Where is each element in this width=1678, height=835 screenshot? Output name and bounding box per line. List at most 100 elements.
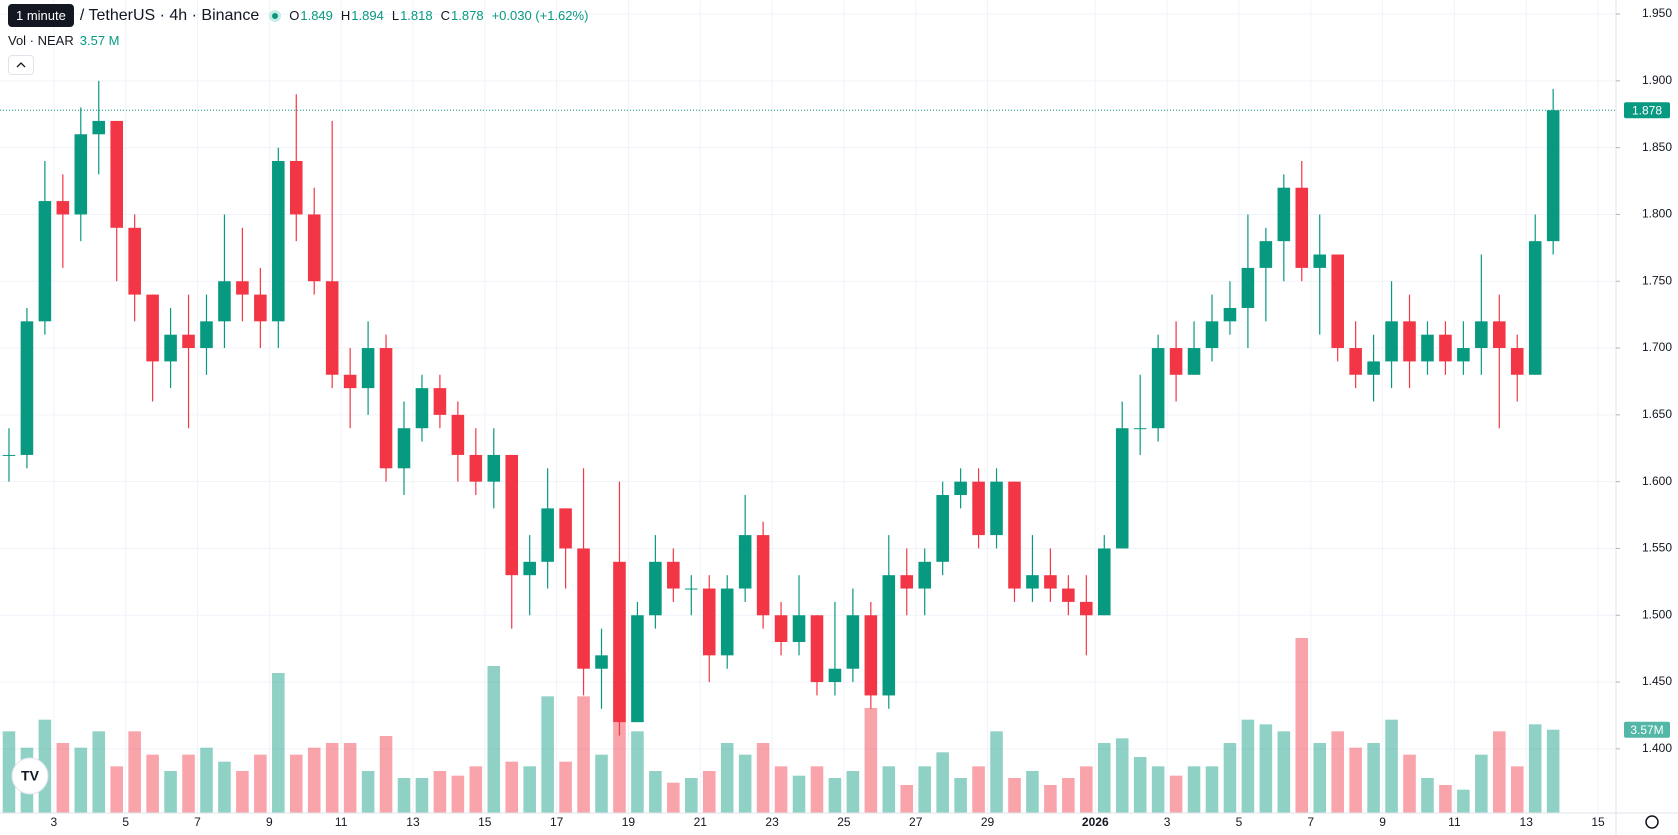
candle-body [1097, 548, 1111, 616]
candle-body [1277, 187, 1291, 242]
volume-bar [1475, 754, 1488, 813]
volume-label: 3.57M [1630, 723, 1663, 737]
x-tick-label: 25 [837, 815, 851, 829]
legend-value: 1.878 [451, 8, 484, 23]
candle-body [541, 508, 554, 562]
volume-bar [1133, 757, 1147, 813]
volume-bar [577, 696, 590, 813]
volume-bar [1528, 724, 1542, 813]
candle-body [397, 428, 411, 469]
y-tick-label: 1.550 [1642, 541, 1672, 555]
volume-bar [900, 785, 914, 813]
candle-body [1385, 321, 1398, 362]
candle-body [433, 388, 447, 415]
legend-change: +0.030 (+1.62%) [491, 8, 589, 23]
candle-body [864, 615, 878, 696]
volume-bar [667, 782, 680, 813]
y-tick-label: 1.850 [1642, 140, 1672, 154]
x-tick-label: 15 [1591, 815, 1605, 829]
x-tick-label: 15 [478, 815, 492, 829]
logo-badge[interactable] [11, 757, 49, 795]
legend-value: 1.849 [300, 8, 333, 23]
volume-bar [1008, 778, 1021, 813]
y-tick-label: 1.750 [1642, 273, 1672, 287]
candle-body [756, 535, 770, 616]
candle-body [613, 561, 626, 723]
volume-bar [218, 761, 231, 813]
candle-body [1313, 254, 1327, 268]
candle-body [1403, 321, 1416, 362]
candle-body [307, 214, 321, 282]
y-tick-label: 1.400 [1642, 741, 1672, 755]
candle-body [451, 414, 465, 455]
symbol-title[interactable]: / TetherUS · 4h · Binance [79, 6, 260, 24]
volume-bar [505, 761, 519, 813]
x-tick-label: 29 [981, 815, 995, 829]
candle-body [38, 201, 52, 322]
candle-body [1205, 321, 1219, 349]
candle-body [1223, 307, 1237, 322]
candle-body [846, 615, 860, 669]
volume-bar [972, 766, 985, 813]
volume-bar [1205, 766, 1219, 813]
y-tick-label: 1.650 [1642, 407, 1672, 421]
last-price-label: 1.878 [1632, 103, 1662, 117]
x-tick-label: 17 [550, 815, 564, 829]
volume-bar [1457, 789, 1470, 813]
candle-body [182, 334, 195, 349]
volume-bar [1026, 771, 1039, 813]
candle-body [2, 454, 16, 456]
legend-value: 1.894 [351, 8, 384, 23]
volume-bar [128, 731, 141, 813]
volume-bar [182, 754, 195, 813]
volume-bar [56, 743, 70, 813]
candle-body [828, 668, 842, 683]
candle-body [1044, 575, 1057, 589]
y-tick-label: 1.800 [1642, 207, 1672, 221]
volume-bar [864, 708, 878, 813]
volume-bar [289, 754, 303, 813]
candle-body [1169, 348, 1183, 375]
collapse-button[interactable] [8, 55, 34, 75]
candle-body [1295, 187, 1309, 268]
x-tick-label: 21 [694, 815, 708, 829]
candle-body [738, 535, 752, 589]
volume-bar [523, 766, 536, 813]
volume-bar [1493, 731, 1506, 813]
tooltip: 1 minute [8, 4, 74, 27]
y-tick-label: 1.700 [1642, 340, 1672, 354]
candle-body [254, 294, 267, 322]
volume-bar [1546, 729, 1560, 813]
candle-body [810, 615, 824, 683]
volume-bar [1385, 719, 1398, 813]
volume-bar [361, 771, 375, 813]
volume-bar [254, 754, 267, 813]
volume-bar [1115, 738, 1129, 813]
volume-bar [1044, 785, 1057, 813]
grid [0, 0, 1616, 813]
y-tick-label: 1.950 [1642, 6, 1672, 20]
candles [2, 80, 1560, 736]
volume-bar [595, 754, 608, 813]
volume-bar [828, 778, 842, 813]
candle-body [1026, 575, 1039, 589]
volume-bar [541, 696, 554, 813]
settings-icon[interactable] [1645, 815, 1659, 829]
volume-bar [1349, 747, 1362, 813]
last-price-box [1624, 102, 1670, 119]
candle-body [164, 334, 177, 362]
volume-bar [990, 731, 1003, 813]
x-tick-label: 9 [1379, 815, 1386, 829]
volume-bars [2, 638, 1560, 813]
volume-bar [1259, 724, 1273, 813]
x-tick-label: 9 [266, 815, 273, 829]
volume-bar [1062, 778, 1075, 813]
candle-body [1241, 267, 1255, 308]
candle-body [56, 201, 70, 215]
volume-bar [1510, 766, 1524, 813]
volume-bar [164, 771, 177, 813]
header: 1 minute / TetherUS · 4h · Binance O 1.84… [8, 4, 596, 27]
x-tick-label: 7 [1307, 815, 1314, 829]
